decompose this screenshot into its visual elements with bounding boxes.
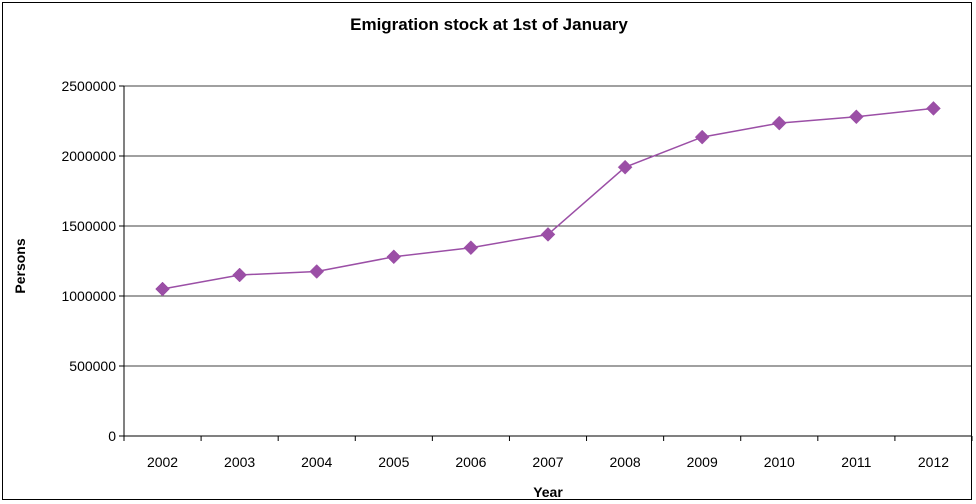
y-tick-label: 1000000 [61,288,116,304]
series-line [162,107,934,290]
data-point [155,281,170,297]
x-tick-label: 2010 [764,454,795,470]
x-tick-labels: 2002 2003 2004 2005 2006 2007 2008 2009 2010 2011… [147,454,949,470]
y-tick-label: 500000 [69,358,116,374]
data-point [926,101,941,116]
x-tick-label: 2012 [918,454,949,470]
data-point [617,159,633,175]
gridlines [124,85,972,367]
x-tick-label: 2008 [610,454,641,470]
data-point [309,264,325,279]
y-tick-labels: 0 500000 1000000 1500000 2000000 2500000 [61,78,116,444]
y-axis-title: Persons [12,238,28,293]
x-tick-label: 2003 [224,454,255,470]
x-tick-label: 2009 [687,454,718,470]
series-group [155,101,941,297]
x-tick-label: 2006 [455,454,486,470]
x-tick-label: 2004 [301,454,332,470]
x-tick-label: 2005 [378,454,409,470]
x-tick-label: 2011 [841,454,871,470]
data-point [771,115,787,131]
x-axis-title: Year [533,484,563,500]
data-point [463,240,479,256]
x-tick-label: 2007 [532,454,563,470]
data-point [849,109,864,125]
y-tick-label: 0 [108,428,116,444]
chart-title: Emigration stock at 1st of January [350,15,628,34]
axes [119,85,973,441]
data-point [694,129,710,145]
x-tick-label: 2002 [147,454,178,470]
data-point [540,227,556,242]
data-point [232,267,247,283]
y-tick-label: 2000000 [61,148,116,164]
y-tick-label: 1500000 [61,218,116,234]
data-point [386,249,402,265]
y-tick-label: 2500000 [61,78,116,94]
